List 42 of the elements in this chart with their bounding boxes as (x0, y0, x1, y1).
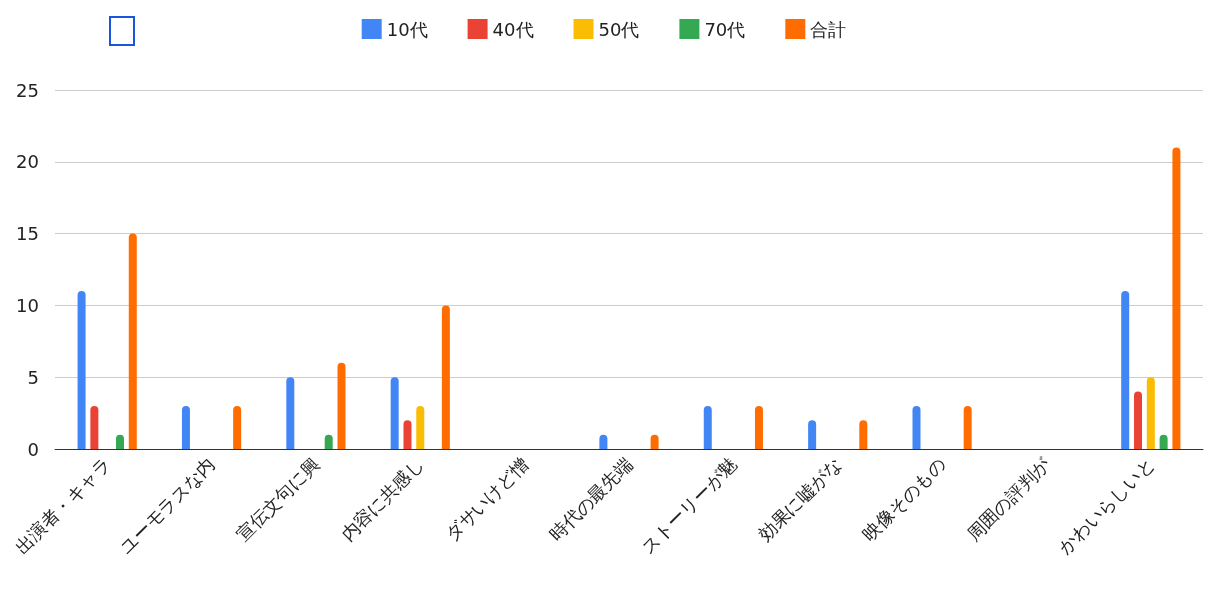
bar (90, 405, 99, 449)
x-tick-label: ダサいけど憎 (440, 453, 533, 545)
bar (128, 233, 137, 449)
bar (390, 377, 399, 449)
bar (286, 377, 295, 449)
bar (859, 420, 868, 449)
bar (1172, 147, 1181, 449)
bar (441, 305, 450, 449)
y-tick-label: 10 (16, 294, 39, 316)
bar (416, 405, 425, 449)
legend-label: 40代 (492, 18, 534, 40)
bar (337, 362, 346, 449)
bar (912, 405, 921, 449)
x-tick-label: 映像そのもの (858, 453, 950, 545)
bar (233, 405, 242, 449)
legend-label: 50代 (598, 18, 640, 40)
legend-label: 10代 (386, 18, 428, 40)
bar (77, 291, 86, 449)
x-tick-label: 内容に共感し (336, 453, 428, 545)
x-tick-label: ユーモラスな内 (115, 453, 219, 558)
legend-label: 70代 (704, 18, 746, 40)
bar (703, 405, 712, 449)
x-tick-label: かわいらしいと (1054, 453, 1159, 558)
bar (754, 405, 763, 449)
bar (1134, 391, 1143, 449)
legend-label: 合計 (810, 18, 847, 40)
y-tick-label: 20 (16, 151, 39, 173)
x-tick-label: 時代の最先端 (545, 453, 637, 545)
bar (1146, 377, 1155, 449)
bar (808, 420, 817, 449)
bar (963, 405, 972, 449)
y-tick-label: 0 (27, 438, 39, 460)
bar (1121, 291, 1130, 449)
y-tick-label: 5 (27, 366, 39, 388)
x-tick-label: ストーリーが魅 (636, 453, 741, 558)
bar (403, 420, 412, 449)
x-tick-label: 宣伝文句に興 (232, 453, 324, 545)
x-tick-label: 効果に嘘がな (753, 453, 846, 545)
x-tick-label: 周囲の評判が (962, 452, 1055, 545)
bar (181, 405, 190, 449)
y-tick-label: 15 (16, 223, 39, 245)
y-tick-label: 25 (16, 79, 39, 101)
